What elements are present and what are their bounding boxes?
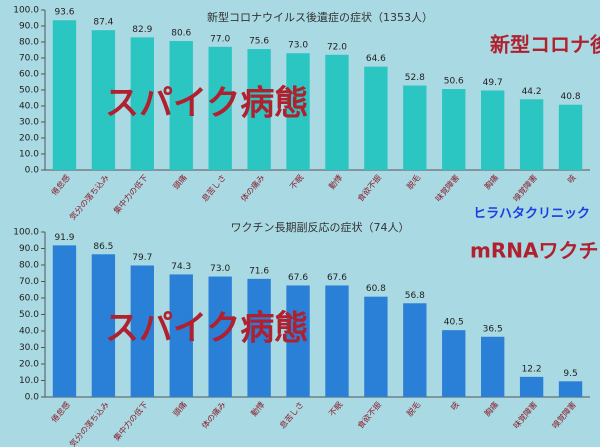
value-label: 77.0 [210, 34, 230, 44]
bar [52, 20, 77, 170]
bar [558, 381, 583, 397]
value-label: 71.6 [249, 266, 269, 276]
bar [519, 99, 544, 170]
y-tick-label: 50.0 [19, 310, 39, 320]
y-tick-label: 30.0 [19, 118, 39, 128]
value-label: 73.0 [288, 41, 308, 51]
annotation: スパイク病態 [105, 84, 308, 124]
source-credit: ヒラハタクリニック [473, 207, 590, 222]
bar [481, 90, 505, 170]
y-tick-label: 0.0 [25, 393, 40, 403]
value-label: 91.9 [54, 233, 74, 243]
bar [169, 41, 193, 170]
bar [558, 104, 583, 170]
bar [169, 274, 193, 397]
chart-title: ワクチン長期副反応の症状（74人） [231, 220, 410, 234]
bar [442, 330, 466, 397]
value-label: 86.5 [93, 242, 113, 252]
y-tick-label: 30.0 [19, 343, 39, 353]
y-tick-label: 80.0 [19, 261, 39, 271]
y-tick-label: 40.0 [19, 327, 39, 337]
bar [364, 66, 388, 170]
value-label: 67.6 [288, 273, 308, 283]
value-label: 80.6 [171, 29, 191, 39]
value-label: 87.4 [93, 18, 113, 28]
bar [481, 336, 505, 397]
y-tick-label: 0.0 [25, 166, 40, 176]
chart-title: 新型コロナウイルス後遺症の症状（1353人） [207, 10, 433, 24]
y-tick-label: 80.0 [19, 38, 39, 48]
value-label: 74.3 [171, 262, 191, 272]
value-label: 12.2 [522, 364, 542, 374]
y-tick-label: 100.0 [13, 228, 39, 238]
bar [519, 376, 544, 397]
value-label: 52.8 [405, 73, 425, 83]
y-tick-label: 40.0 [19, 102, 39, 112]
value-label: 50.6 [444, 77, 464, 87]
y-tick-label: 10.0 [19, 376, 39, 386]
bar [286, 285, 310, 397]
y-tick-label: 20.0 [19, 134, 39, 144]
bar [130, 37, 154, 170]
y-tick-label: 60.0 [19, 294, 39, 304]
value-label: 64.6 [366, 54, 386, 64]
bar [130, 265, 154, 397]
bar [325, 285, 349, 397]
y-tick-label: 50.0 [19, 86, 39, 96]
bar [91, 254, 116, 397]
bar [208, 46, 232, 170]
value-label: 44.2 [522, 87, 542, 97]
value-label: 40.5 [444, 318, 464, 328]
annotation: mRNAワクチン後遺症 [470, 239, 600, 263]
annotation: スパイク病態 [105, 309, 308, 349]
value-label: 72.0 [327, 42, 347, 52]
bar [364, 296, 388, 397]
value-label: 56.8 [405, 291, 425, 301]
y-tick-label: 90.0 [19, 244, 39, 254]
y-tick-label: 10.0 [19, 150, 39, 160]
bar [91, 30, 116, 170]
bar [52, 245, 77, 397]
bar [403, 303, 427, 397]
y-tick-label: 70.0 [19, 54, 39, 64]
y-tick-label: 70.0 [19, 277, 39, 287]
bar [208, 276, 232, 397]
value-label: 67.6 [327, 273, 347, 283]
value-label: 49.7 [483, 78, 503, 88]
value-label: 73.0 [210, 264, 230, 274]
value-label: 9.5 [563, 369, 577, 379]
y-tick-label: 60.0 [19, 70, 39, 80]
value-label: 93.6 [54, 8, 74, 18]
bar [403, 85, 427, 170]
bar [325, 54, 349, 170]
y-tick-label: 20.0 [19, 360, 39, 370]
value-label: 75.6 [249, 37, 269, 47]
value-label: 36.5 [483, 324, 503, 334]
bar [247, 278, 271, 397]
y-tick-label: 100.0 [13, 6, 39, 16]
value-label: 82.9 [132, 25, 152, 35]
value-label: 79.7 [132, 253, 152, 263]
bar [286, 53, 310, 171]
y-tick-label: 90.0 [19, 22, 39, 32]
value-label: 40.8 [561, 92, 581, 102]
annotation: 新型コロナ後遺症 [490, 33, 600, 57]
bar [442, 89, 466, 170]
bar [247, 49, 271, 170]
value-label: 60.8 [366, 284, 386, 294]
